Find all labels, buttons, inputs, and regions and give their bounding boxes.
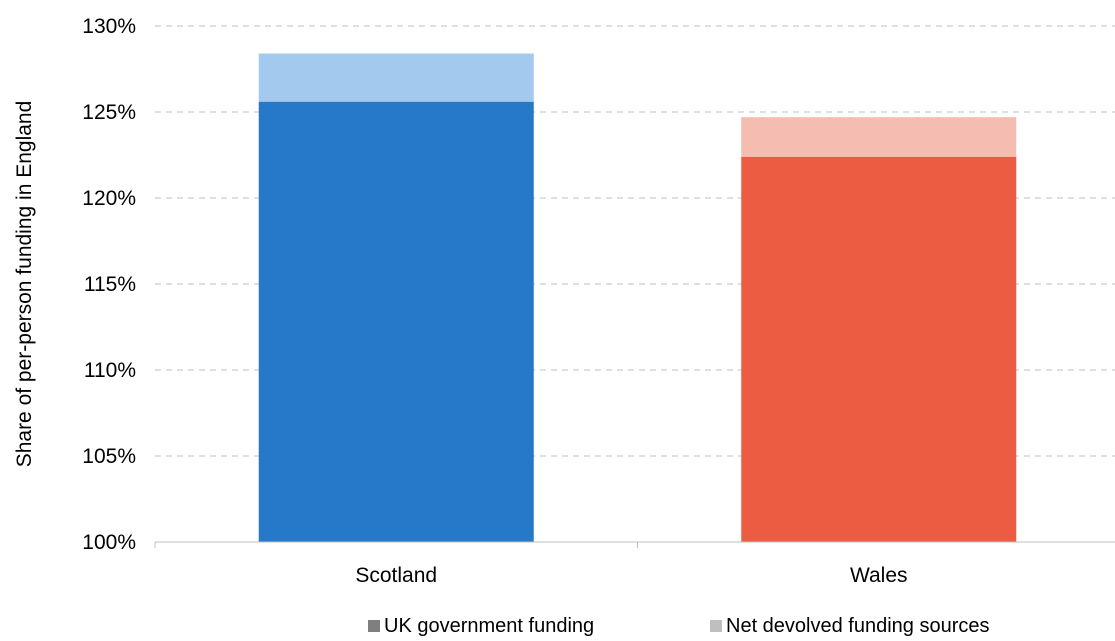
y-tick-label: 125% (82, 101, 136, 124)
y-tick-label: 130% (82, 15, 136, 38)
y-tick-labels: 100% 105% 110% 115% 120% 125% 130% (82, 15, 136, 554)
bar-scotland-net-devolved (258, 53, 534, 102)
bar-wales-net-devolved (741, 117, 1017, 157)
y-tick-label: 105% (82, 445, 136, 468)
y-tick-label: 110% (84, 359, 136, 382)
y-axis-title: Share of per-person funding in England (13, 101, 36, 468)
y-tick-label: 115% (84, 273, 136, 296)
bars (258, 53, 1017, 543)
legend-label: Net devolved funding sources (726, 615, 990, 637)
x-tick-label: Wales (850, 564, 908, 587)
x-tick-labels: Scotland Wales (355, 564, 907, 587)
y-tick-label: 120% (82, 187, 136, 210)
x-tick-label: Scotland (355, 564, 437, 587)
legend: UK government funding Net devolved fundin… (368, 615, 990, 637)
legend-swatch (710, 620, 722, 632)
bar-scotland-uk-government (258, 101, 534, 543)
bar-wales-uk-government (741, 156, 1017, 542)
legend-label: UK government funding (384, 615, 594, 637)
axes (154, 541, 1115, 548)
legend-swatch (368, 620, 380, 632)
y-tick-label: 100% (82, 531, 136, 554)
